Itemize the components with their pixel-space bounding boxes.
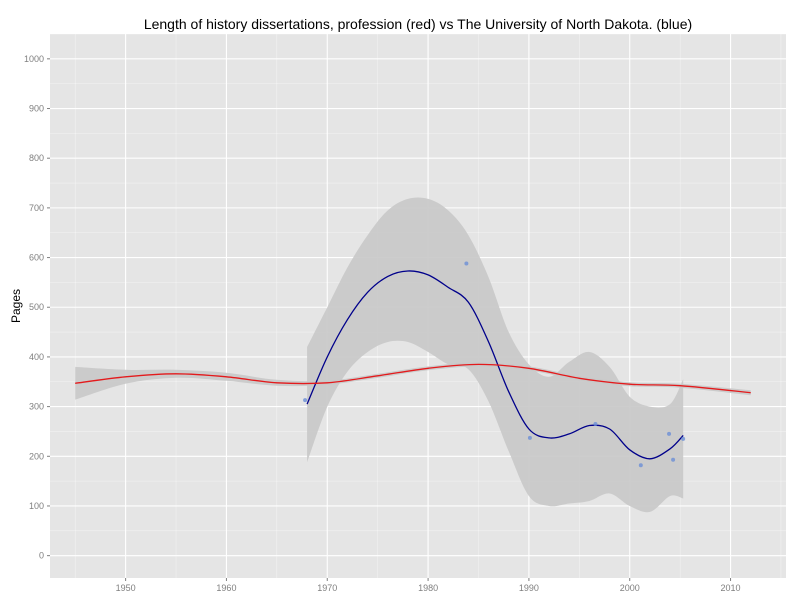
- data-point: [681, 436, 686, 441]
- y-tick-label: 300: [29, 402, 44, 412]
- x-tick-label: 2010: [721, 583, 741, 593]
- x-axis: 1950 1960 1970 1980 1990 2000 2010: [116, 578, 741, 593]
- data-point: [671, 457, 676, 462]
- data-point: [303, 398, 308, 403]
- y-tick-label: 500: [29, 302, 44, 312]
- y-tick-label: 400: [29, 352, 44, 362]
- x-tick-label: 1950: [116, 583, 136, 593]
- y-tick-label: 900: [29, 104, 44, 114]
- y-tick-label: 0: [39, 551, 44, 561]
- data-point: [593, 421, 598, 426]
- data-point: [667, 431, 672, 436]
- und-data-points: [303, 261, 686, 468]
- chart-title: Length of history dissertations, profess…: [144, 16, 692, 32]
- data-point: [527, 435, 532, 440]
- y-tick-label: 800: [29, 153, 44, 163]
- x-tick-label: 1970: [317, 583, 337, 593]
- y-tick-label: 200: [29, 451, 44, 461]
- x-tick-label: 1990: [519, 583, 539, 593]
- x-tick-label: 2000: [620, 583, 640, 593]
- major-gridlines: [50, 34, 786, 578]
- x-tick-label: 1960: [216, 583, 236, 593]
- y-axis: 0 100 200 300 400 500 600 700 800 900 1000: [24, 54, 50, 561]
- x-tick-label: 1980: [418, 583, 438, 593]
- confidence-ribbon: [307, 197, 684, 513]
- smooth-line: [306, 270, 684, 460]
- y-tick-label: 700: [29, 203, 44, 213]
- data-point: [464, 261, 469, 266]
- y-tick-label: 1000: [24, 54, 44, 64]
- y-tick-label: 100: [29, 501, 44, 511]
- y-tick-label: 600: [29, 253, 44, 263]
- smooth-lines: [75, 270, 751, 460]
- smooth-line: [75, 363, 751, 394]
- data-point: [638, 463, 643, 468]
- y-axis-title: Pages: [9, 289, 23, 323]
